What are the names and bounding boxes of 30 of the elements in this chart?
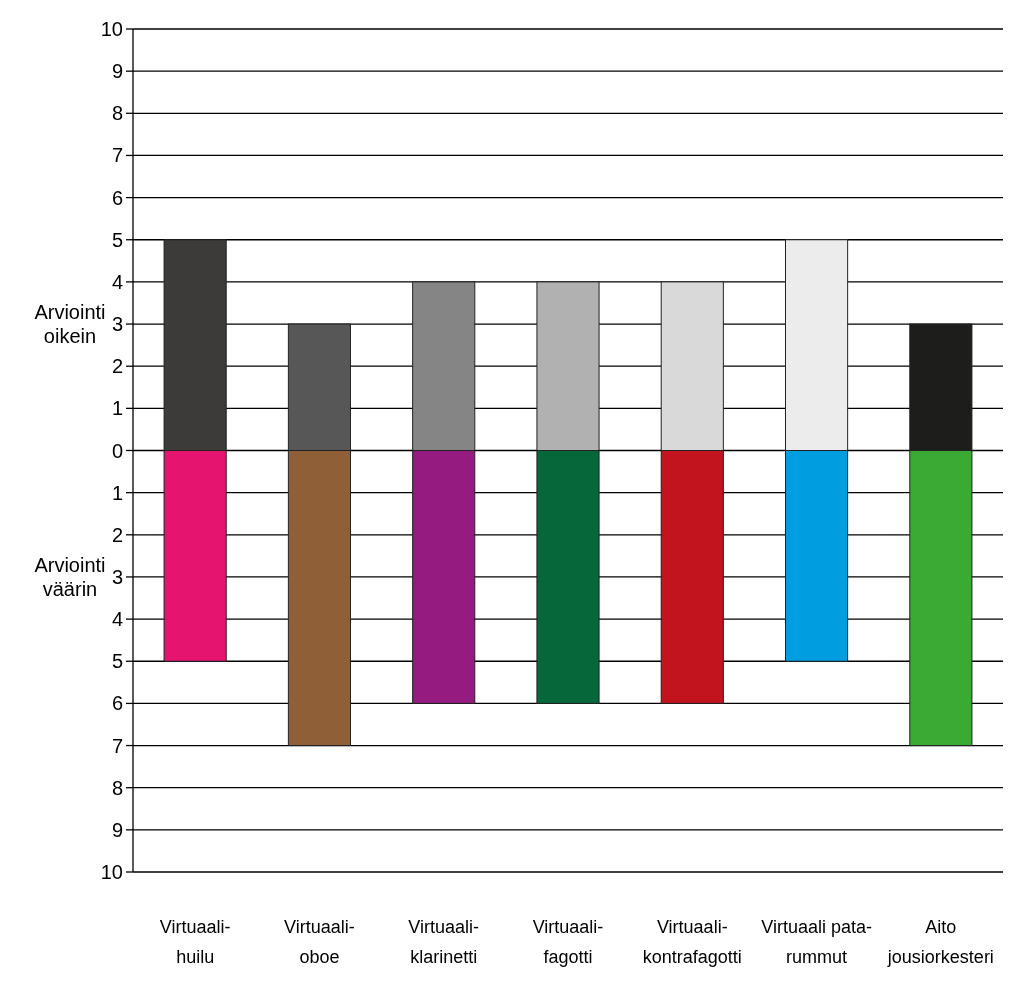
y-tick-label: 7: [111, 734, 123, 757]
text: Arviointi väärin: [34, 553, 106, 600]
y-tick-label: 6: [111, 186, 123, 209]
y-tick-label: 6: [111, 692, 123, 715]
y-tick-label: 1: [111, 397, 123, 420]
y-tick-label: 4: [111, 608, 123, 631]
y-tick-label: 9: [111, 60, 123, 83]
x-tick-label: Virtuaali pata- rummut: [761, 917, 872, 967]
y-tick-label: 3: [111, 313, 123, 336]
x-tick-label: Aito jousiorkesteri: [886, 917, 994, 967]
y-tick-label: 10: [100, 861, 123, 883]
y-tick-label: 3: [111, 565, 123, 588]
y-tick-label: 10: [100, 18, 123, 40]
x-tick-label: Virtuaali- klarinetti: [408, 917, 480, 967]
x-tick-label: Virtuaali- oboe: [284, 917, 355, 967]
y-tick-label: 0: [111, 439, 123, 462]
y-tick-label: 8: [111, 776, 123, 799]
y-tick-label: 5: [111, 650, 123, 673]
y-tick-label: 5: [111, 228, 123, 251]
text: Arviointi oikein: [34, 301, 106, 348]
y-tick-label: 2: [111, 523, 123, 546]
x-tick-label: Virtuaali- huilu: [159, 917, 231, 967]
x-tick-label: Virtuaali- fagotti: [532, 917, 604, 967]
y-tick-label: 9: [111, 818, 123, 841]
y-tick-label: 7: [111, 144, 123, 167]
y-tick-label: 1: [111, 481, 123, 504]
x-tick-label: Virtuaali- kontrafagotti: [642, 917, 742, 967]
y-tick-label: 2: [111, 355, 123, 378]
y-tick-label: 4: [111, 270, 123, 293]
y-tick-label: 8: [111, 102, 123, 125]
